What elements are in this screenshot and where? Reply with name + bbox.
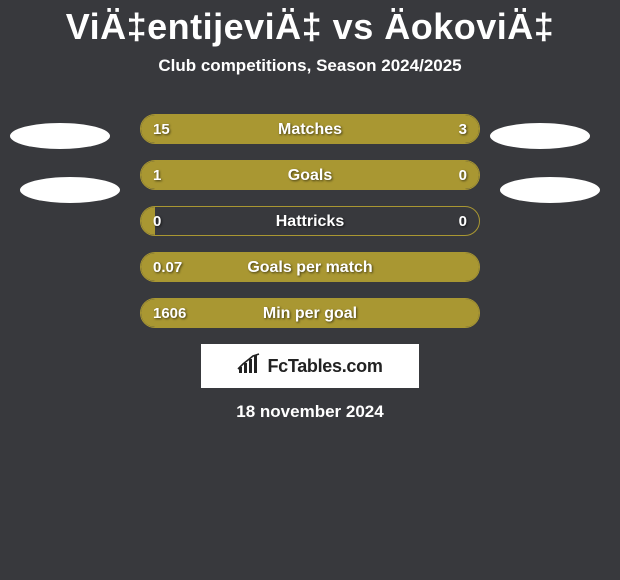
stat-label: Hattricks	[141, 207, 479, 235]
subtitle: Club competitions, Season 2024/2025	[0, 56, 620, 76]
bar-left-fill	[141, 253, 479, 281]
stat-row: Min per goal1606	[0, 298, 620, 328]
bar-right-fill	[408, 161, 479, 189]
stat-bar: Goals per match0.07	[140, 252, 480, 282]
decorative-ellipse	[20, 177, 120, 203]
decorative-ellipse	[500, 177, 600, 203]
stat-value-right: 0	[459, 161, 467, 189]
stat-bar: Matches153	[140, 114, 480, 144]
stat-value-left: 0	[153, 207, 161, 235]
stat-value-left: 15	[153, 115, 170, 143]
stat-value-left: 1	[153, 161, 161, 189]
decorative-ellipse	[490, 123, 590, 149]
bar-right-fill	[422, 115, 479, 143]
stat-value-right: 3	[459, 115, 467, 143]
chart-icon	[237, 353, 263, 380]
stat-value-right: 0	[459, 207, 467, 235]
logo-box: FcTables.com	[201, 344, 419, 388]
bar-left-fill	[141, 161, 408, 189]
stat-bar: Goals10	[140, 160, 480, 190]
stat-value-left: 0.07	[153, 253, 182, 281]
page-title: ViÄ‡entijeviÄ‡ vs ÄokoviÄ‡	[0, 0, 620, 48]
stat-row: Goals per match0.07	[0, 252, 620, 282]
stat-value-left: 1606	[153, 299, 186, 327]
bar-left-fill	[141, 115, 422, 143]
stat-bar: Hattricks0 0	[140, 206, 480, 236]
bar-left-fill	[141, 299, 479, 327]
date-text: 18 november 2024	[0, 402, 620, 422]
decorative-ellipse	[10, 123, 110, 149]
stat-row: Hattricks0 0	[0, 206, 620, 236]
logo-text: FcTables.com	[267, 356, 382, 377]
stat-bar: Min per goal1606	[140, 298, 480, 328]
